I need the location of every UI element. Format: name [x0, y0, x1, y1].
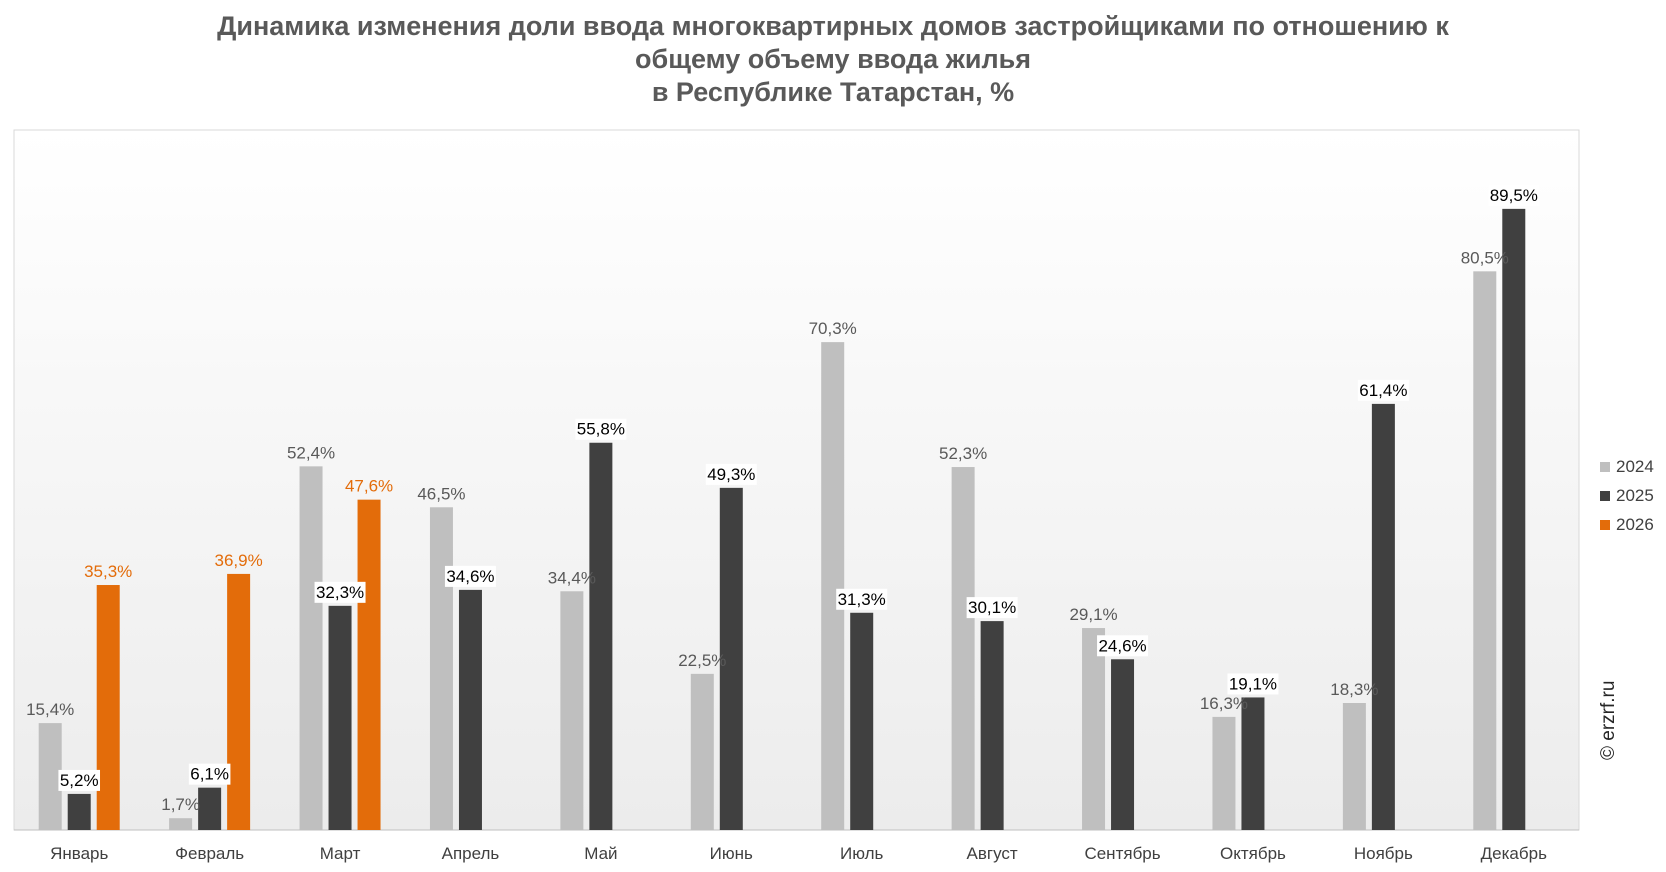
value-label-2025: 32,3%	[316, 583, 364, 602]
x-tick-label: Ноябрь	[1354, 844, 1413, 863]
x-tick-label: Октябрь	[1220, 844, 1286, 863]
legend-item-2024: 2024	[1600, 452, 1654, 481]
value-label-background	[314, 581, 366, 603]
bar-2025	[1502, 208, 1526, 830]
value-label-2025: 49,3%	[707, 465, 755, 484]
legend-label-2024: 2024	[1616, 456, 1654, 476]
x-tick-label: Июль	[840, 844, 884, 863]
value-label-2025: 34,6%	[446, 567, 494, 586]
value-label-2026: 36,9%	[215, 551, 263, 570]
value-label-background	[444, 565, 496, 587]
x-tick-label: Май	[584, 844, 617, 863]
legend: 2024 2025 2026	[1600, 452, 1654, 539]
chart-title-line-3: в Республике Татарстан, %	[651, 77, 1015, 107]
watermark: © erzrf.ru	[1598, 680, 1619, 760]
bar-2024	[821, 342, 845, 830]
bar-2025	[850, 612, 874, 830]
bar-2024	[951, 467, 975, 830]
bar-2024	[1342, 702, 1366, 830]
value-label-2024: 22,5%	[678, 651, 726, 670]
value-label-background	[836, 588, 888, 610]
value-label-2025: 24,6%	[1098, 636, 1146, 655]
value-label-2026: 35,3%	[84, 562, 132, 581]
value-label-background	[1357, 379, 1409, 401]
value-label-2024: 70,3%	[809, 319, 857, 338]
legend-swatch-2026	[1600, 519, 1610, 530]
bar-2025	[719, 487, 743, 830]
x-tick-label: Февраль	[175, 844, 244, 863]
value-label-background	[1488, 184, 1540, 206]
bar-2024	[690, 673, 714, 830]
chart-title-line-1: Динамика изменения доли ввода многокварт…	[217, 11, 1449, 41]
value-label-2025: 89,5%	[1490, 186, 1538, 205]
value-label-2024: 52,3%	[939, 444, 987, 463]
bar-2024	[429, 507, 453, 830]
value-label-background	[575, 418, 627, 440]
value-label-2026: 47,6%	[345, 477, 393, 496]
chart-title-line-2: общему объему ввода жилья	[635, 44, 1031, 74]
legend-swatch-2025	[1600, 490, 1610, 501]
value-label-2025: 55,8%	[577, 420, 625, 439]
value-label-background	[966, 597, 1018, 619]
bar-2024	[560, 591, 584, 830]
value-label-2025: 19,1%	[1229, 674, 1277, 693]
value-label-2024: 80,5%	[1461, 248, 1509, 267]
x-tick-label: Декабрь	[1481, 844, 1547, 863]
bar-2025	[1111, 659, 1135, 830]
bar-2024	[169, 818, 193, 830]
value-label-2025: 61,4%	[1359, 381, 1407, 400]
bar-2024	[1473, 271, 1497, 831]
value-label-background	[1227, 673, 1279, 695]
legend-item-2025: 2025	[1600, 481, 1654, 510]
bar-2025	[1371, 403, 1395, 830]
legend-item-2026: 2026	[1600, 510, 1654, 539]
bar-2025	[328, 605, 352, 830]
x-tick-label: Июнь	[710, 844, 753, 863]
value-label-2025: 31,3%	[838, 590, 886, 609]
value-label-2024: 1,7%	[161, 795, 200, 814]
value-label-2024: 15,4%	[26, 700, 74, 719]
x-tick-label: Апрель	[442, 844, 500, 863]
legend-swatch-2024	[1600, 461, 1610, 472]
legend-label-2025: 2025	[1616, 485, 1654, 505]
bar-2024	[1082, 628, 1106, 830]
value-label-2024: 52,4%	[287, 443, 335, 462]
bar-2026	[227, 573, 251, 830]
value-label-2024: 34,4%	[548, 568, 596, 587]
value-label-background	[188, 763, 231, 785]
value-label-2024: 46,5%	[417, 484, 465, 503]
bar-2025	[980, 621, 1004, 830]
bar-2025	[1241, 697, 1265, 830]
bar-2025	[589, 442, 613, 830]
value-label-2024: 16,3%	[1200, 694, 1248, 713]
value-label-2024: 18,3%	[1330, 680, 1378, 699]
value-label-background	[1097, 635, 1149, 657]
bar-2024	[1212, 716, 1236, 830]
value-label-2025: 5,2%	[60, 771, 99, 790]
legend-label-2026: 2026	[1616, 514, 1654, 534]
plot-area	[13, 129, 1580, 831]
bar-2024	[38, 723, 62, 830]
bar-2026	[96, 585, 120, 830]
value-label-2025: 30,1%	[968, 598, 1016, 617]
bar-2026	[357, 499, 381, 830]
bar-2025	[198, 787, 222, 830]
bar-2025	[458, 589, 482, 830]
bar-2025	[67, 793, 91, 830]
value-label-background	[58, 769, 101, 791]
value-label-background	[705, 463, 757, 485]
x-tick-label: Сентябрь	[1084, 844, 1160, 863]
x-tick-label: Январь	[50, 844, 108, 863]
x-tick-label: Март	[320, 844, 361, 863]
chart-title: Динамика изменения доли ввода многокварт…	[0, 10, 1666, 109]
value-label-2025: 6,1%	[190, 765, 229, 784]
bar-2024	[299, 466, 323, 830]
x-tick-label: Август	[967, 844, 1018, 863]
value-label-2024: 29,1%	[1069, 605, 1117, 624]
